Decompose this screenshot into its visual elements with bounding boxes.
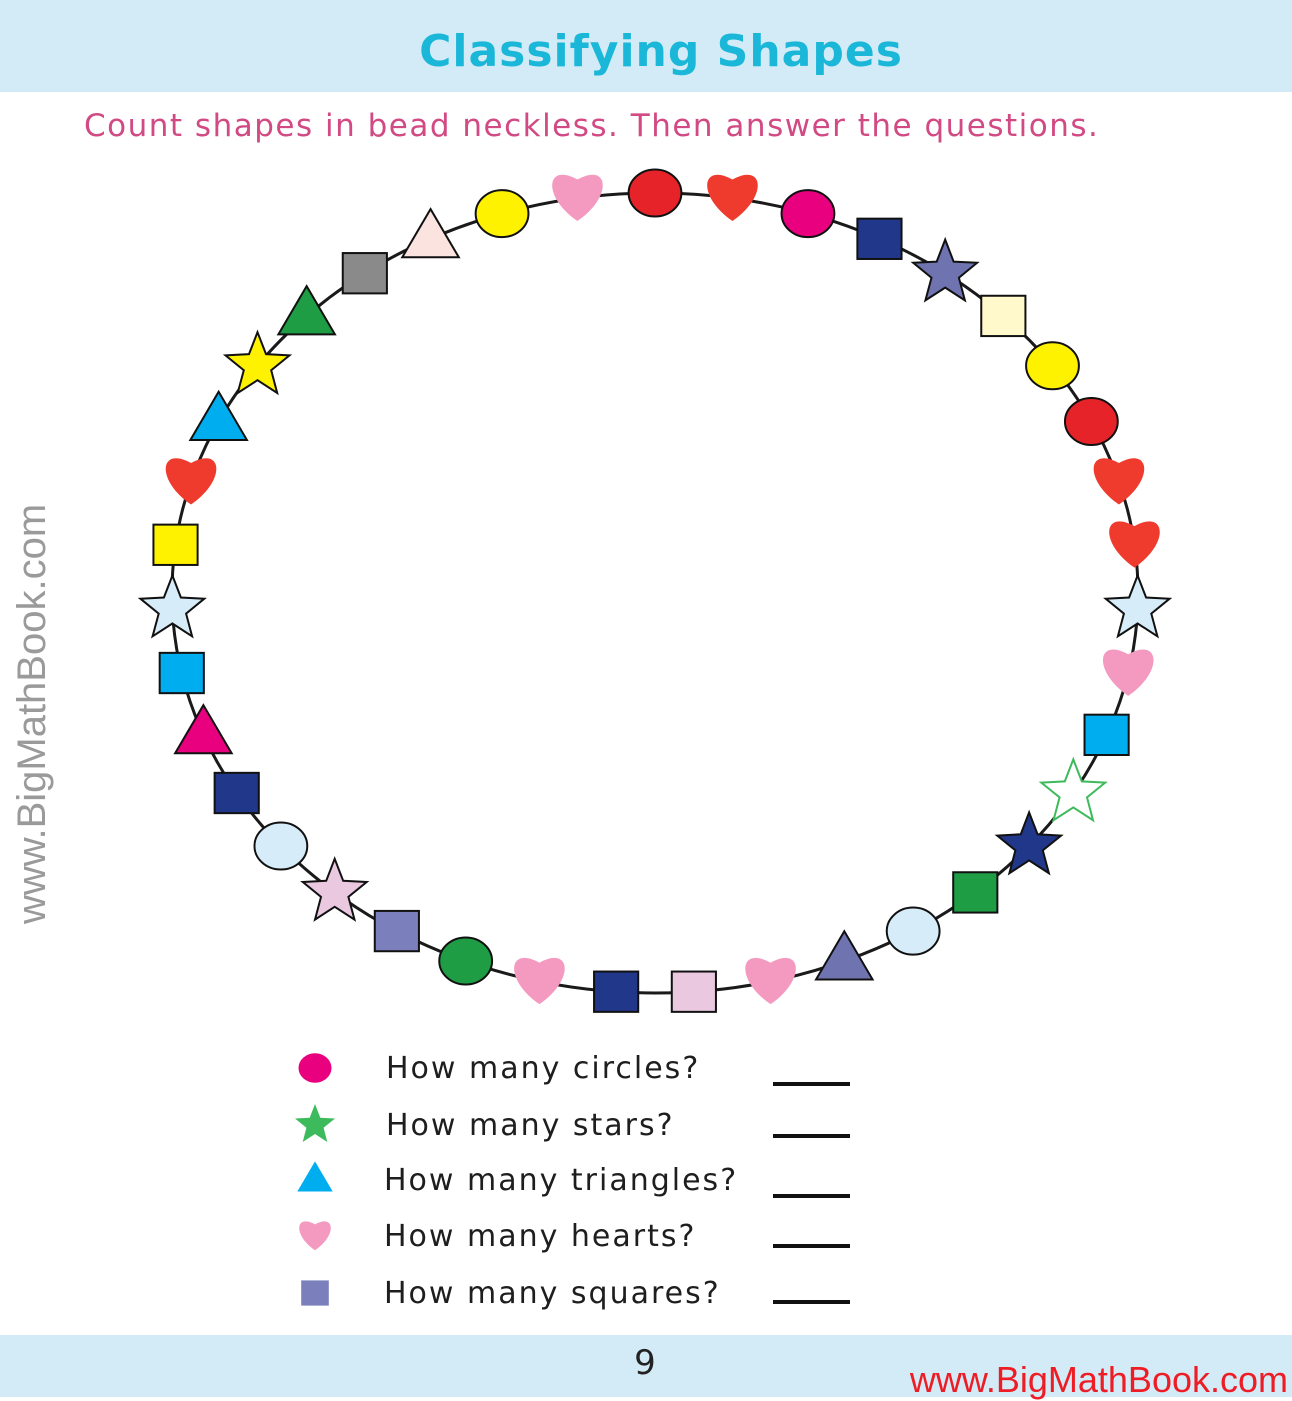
bead-triangle: [400, 207, 461, 259]
bead-heart: [1102, 649, 1154, 696]
bead-circle: [1025, 341, 1080, 391]
bead-square: [670, 970, 717, 1013]
bead-star: [994, 809, 1064, 876]
bead-square: [593, 970, 640, 1013]
bead-square: [952, 871, 999, 914]
triangle-shape: [297, 1161, 333, 1192]
bead-star: [300, 856, 370, 922]
answer-blank[interactable]: [773, 1134, 850, 1138]
footer-band: [0, 1335, 1292, 1397]
header-band: [0, 0, 1292, 92]
star-icon: [295, 1104, 335, 1142]
star-shape: [295, 1104, 335, 1142]
bead-square: [980, 294, 1027, 338]
bead-heart: [1109, 521, 1160, 568]
bead-triangle: [188, 389, 249, 441]
page-title: Classifying Shapes: [419, 26, 903, 77]
bead-square: [856, 217, 903, 260]
question-circles: How many circles?: [0, 1047, 900, 1097]
bead-circle: [474, 189, 530, 239]
bead-triangle: [814, 929, 875, 981]
answer-blank[interactable]: [773, 1300, 850, 1304]
bead-square: [341, 252, 388, 295]
bead-circle: [253, 821, 309, 871]
square-shape: [301, 1280, 329, 1306]
heart-icon: [299, 1221, 331, 1251]
bead-star: [1038, 756, 1108, 823]
bead-square: [1083, 713, 1130, 757]
bead-circle: [885, 906, 941, 956]
bead-heart: [552, 174, 603, 221]
bead-heart: [165, 458, 217, 505]
question-text: How many squares?: [384, 1276, 721, 1311]
question-text: How many triangles?: [384, 1163, 739, 1198]
square-icon: [301, 1280, 329, 1306]
page-number: 9: [634, 1343, 656, 1383]
bead-heart: [745, 957, 796, 1005]
bead-heart: [707, 174, 758, 221]
answer-blank[interactable]: [773, 1194, 850, 1198]
question-text: How many hearts?: [384, 1219, 697, 1254]
bead-square: [213, 771, 260, 815]
bead-star: [1103, 572, 1173, 639]
bead-star: [222, 329, 293, 396]
question-text: How many circles?: [386, 1051, 701, 1086]
bead-necklace: [137, 168, 1173, 1013]
instructions: Count shapes in bead neckless. Then answ…: [84, 108, 1100, 144]
triangle-icon: [297, 1161, 333, 1192]
bead-square: [373, 909, 420, 953]
answer-blank[interactable]: [773, 1082, 850, 1086]
circle-shape: [298, 1053, 332, 1083]
circle-icon: [298, 1053, 332, 1083]
bead-circle: [1063, 397, 1119, 447]
answer-blank[interactable]: [773, 1244, 850, 1248]
bead-square: [152, 523, 199, 566]
bead-circle: [627, 168, 683, 218]
bead-circle: [780, 189, 836, 239]
footer-url: www.BigMathBook.com: [909, 1359, 1288, 1400]
heart-shape: [299, 1221, 331, 1251]
bead-square: [158, 651, 205, 695]
bead-heart: [1093, 458, 1145, 505]
bead-circle: [438, 936, 494, 986]
question-hearts: How many hearts?: [0, 1215, 900, 1265]
question-stars: How many stars?: [0, 1104, 900, 1154]
bead-heart: [514, 957, 565, 1005]
bead-triangle: [276, 284, 337, 336]
bead-triangle: [173, 703, 234, 755]
question-text: How many stars?: [386, 1108, 675, 1143]
bead-star: [137, 572, 207, 639]
bead-star: [910, 236, 980, 303]
question-triangles: How many triangles?: [0, 1159, 900, 1209]
question-squares: How many squares?: [0, 1272, 900, 1322]
